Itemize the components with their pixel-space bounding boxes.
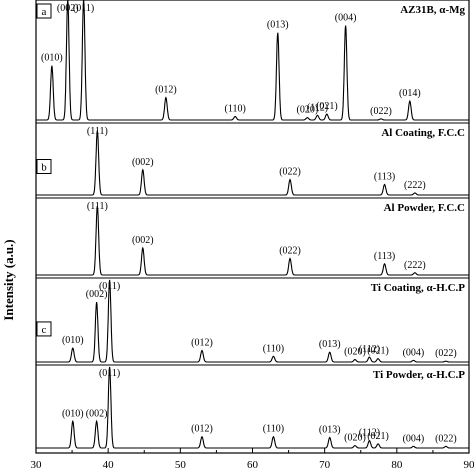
peak-label: (004) (403, 433, 425, 444)
x-axis: 30 40 50 60 70 80 90 (31, 448, 474, 471)
peak-label: (002) (86, 408, 108, 419)
pattern-line (36, 0, 469, 121)
panel-1: (010) (002)(011) (012) (110) (013) (020)(112)… (36, 0, 469, 121)
peak-label: (010) (62, 335, 84, 346)
peak-label: (112) (359, 428, 380, 439)
peak-label: (011) (73, 3, 94, 14)
peak-label: (110) (263, 343, 284, 354)
x-tick-label: 40 (103, 459, 115, 471)
peak-label: (022) (279, 167, 301, 178)
peak-label: (021) (367, 346, 389, 357)
x-tick-label: 90 (464, 459, 474, 471)
panel-marker-box (36, 159, 52, 174)
panels: (010)(002)(011)(012)(110)(013)(020)(112)… (35, 0, 470, 454)
peak-label: (012) (155, 85, 177, 96)
peak-label: (022) (279, 246, 301, 257)
panel-marker-box (36, 3, 52, 19)
peak-label: (013) (267, 20, 289, 31)
peak-label: (002) (132, 235, 154, 246)
panel-marker: a (42, 6, 47, 18)
panel-4: (010) (002)(011) (012) (110) (013)(020)(112)… (36, 277, 469, 363)
peak-label: (113) (374, 251, 395, 262)
peak-label: (022) (435, 433, 457, 444)
pattern-line (36, 279, 469, 363)
x-tick-label: 30 (31, 459, 43, 471)
peak-label: (020) (344, 347, 366, 358)
peak-label: (012) (191, 424, 213, 435)
x-tick-label: 60 (247, 459, 259, 471)
panel-title: Al Powder, F.C.C (384, 202, 465, 214)
peak-label: (112) (307, 102, 328, 113)
x-tick-label: 80 (391, 459, 403, 471)
peak-label: (020) (297, 105, 319, 116)
panel-2: (111) (002) (022) (113) (222) Al Coating, F.C… (36, 122, 469, 196)
x-tick-label: 50 (175, 459, 187, 471)
peak-label: (110) (225, 103, 246, 114)
peak-label: (021) (316, 101, 338, 112)
peak-label: (020) (344, 433, 366, 444)
peak-label: (011) (99, 368, 120, 379)
peak-label: (010) (62, 408, 84, 419)
panel-marker: b (41, 162, 47, 174)
peak-label: (002) (57, 3, 79, 14)
peak-label: (021) (367, 431, 389, 442)
pattern-line (36, 205, 469, 276)
y-axis-label: Intensity (a.u.) (1, 239, 16, 320)
peak-label: (112) (359, 344, 380, 355)
peak-label: (013) (319, 339, 341, 350)
peak-label: (022) (435, 348, 457, 359)
panel-title: Ti Powder, α-H.C.P (373, 369, 465, 381)
peak-label: (014) (399, 88, 421, 99)
panel-title: AZ31B, α-Mg (400, 4, 465, 16)
pattern-line (36, 130, 469, 196)
panel-3: (111) (002) (022) (113) (222) Al Powder, F.C.… (36, 197, 469, 276)
panel-title: Al Coating, F.C.C (381, 127, 465, 139)
peak-label: (011) (99, 281, 120, 292)
peak-label: (222) (404, 260, 426, 271)
peak-label: (013) (319, 424, 341, 435)
peak-label: (002) (86, 289, 108, 300)
panel-marker: c (42, 324, 47, 336)
x-tick-label: 70 (319, 459, 331, 471)
peak-label: (111) (87, 201, 108, 212)
peak-label: (022) (370, 106, 392, 117)
peak-label: (111) (87, 126, 108, 137)
peak-label: (110) (263, 424, 284, 435)
peak-label: (010) (41, 53, 63, 64)
plot-frame (35, 0, 470, 454)
panel-title: Ti Coating, α-H.C.P (371, 282, 466, 294)
peak-label: (012) (191, 338, 213, 349)
panel-5: (010) (002) (011) (012) (110) (013)(020)(112)… (36, 364, 469, 449)
peak-label: (004) (403, 347, 425, 358)
peak-label: (002) (132, 157, 154, 168)
peak-label: (004) (335, 13, 357, 24)
peak-label: (113) (374, 172, 395, 183)
peak-label: (222) (404, 180, 426, 191)
panel-marker-box (36, 321, 52, 337)
